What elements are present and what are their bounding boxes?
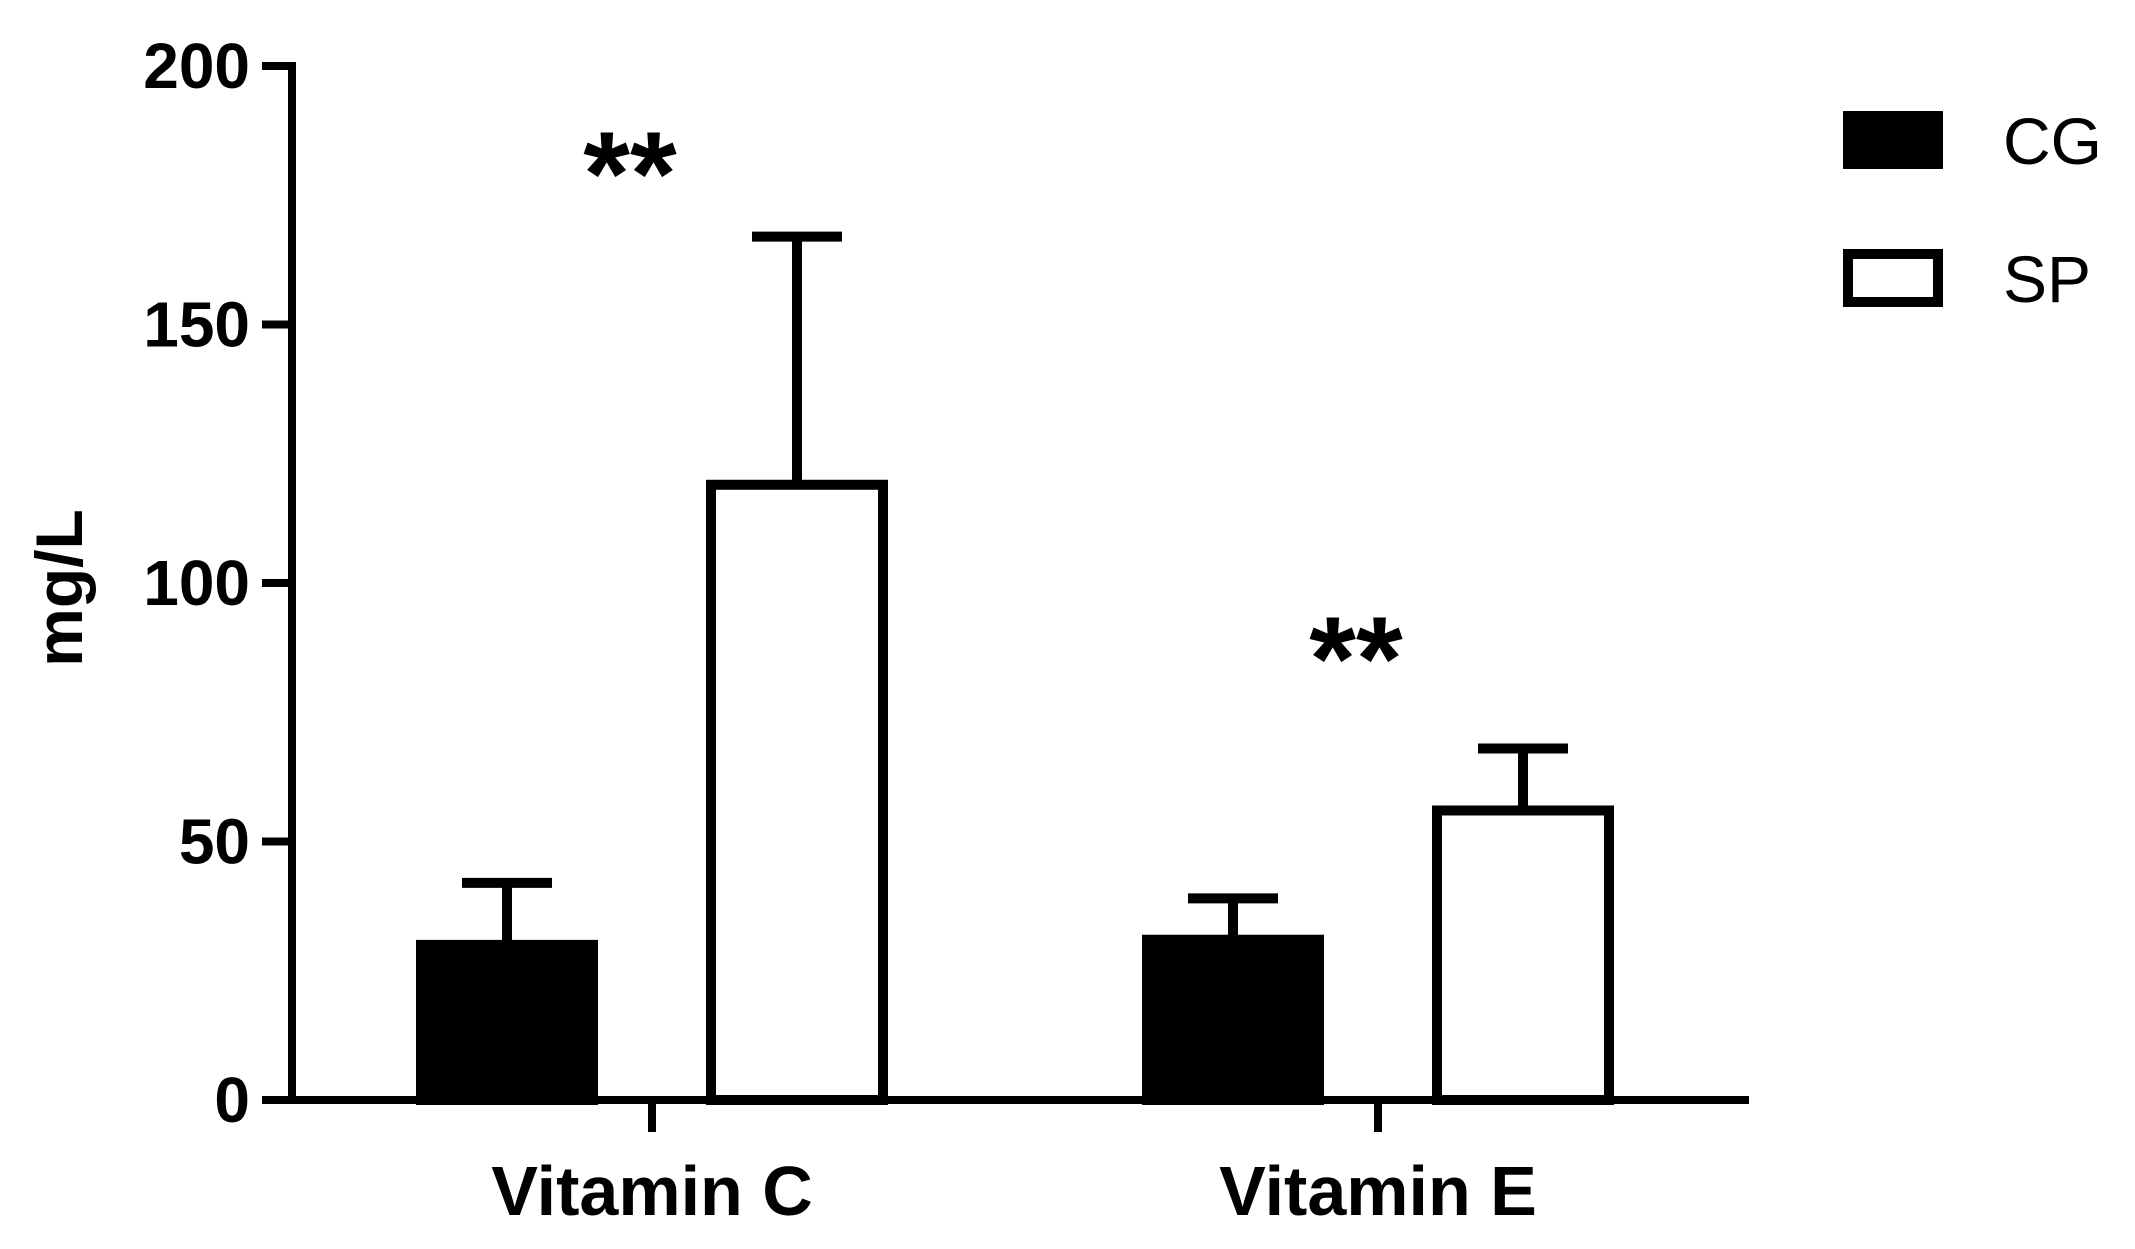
legend-label-sp: SP	[2003, 242, 2091, 316]
y-tick-label-200: 200	[143, 30, 250, 102]
error-bar-sp-vitamin-e	[1478, 743, 1568, 811]
error-bar-cg-vitamin-e	[1188, 893, 1278, 940]
significance-marker-vitamin-e: **	[1309, 592, 1403, 726]
y-tick-label-0: 0	[214, 1064, 250, 1136]
x-category-label-vitamin-c: Vitamin C	[491, 1152, 813, 1230]
bar-sp-vitamin-c	[706, 479, 888, 1105]
x-category-label-vitamin-e: Vitamin E	[1219, 1152, 1537, 1230]
error-bar-cg-vitamin-c	[462, 877, 552, 945]
significance-marker-vitamin-c: **	[583, 107, 677, 241]
bars-layer	[416, 231, 1614, 1106]
bar-sp-vitamin-e	[1432, 805, 1614, 1105]
y-tick-label-150: 150	[143, 289, 250, 361]
axes-layer: 0 50 100 150 200 Vitamin C Vitamin E ** **	[143, 30, 1749, 1230]
bar-cg-vitamin-e	[1142, 934, 1324, 1105]
legend-label-cg: CG	[2003, 104, 2102, 178]
legend-swatch-sp	[1843, 249, 1943, 307]
legend: CG SP	[1843, 104, 2102, 316]
y-tick-label-50: 50	[179, 806, 250, 878]
y-tick-label-100: 100	[143, 547, 250, 619]
bar-cg-vitamin-c	[416, 939, 598, 1106]
y-axis-label: mg/L	[22, 509, 96, 667]
legend-swatch-cg	[1843, 111, 1943, 169]
error-bar-sp-vitamin-c	[752, 231, 842, 485]
